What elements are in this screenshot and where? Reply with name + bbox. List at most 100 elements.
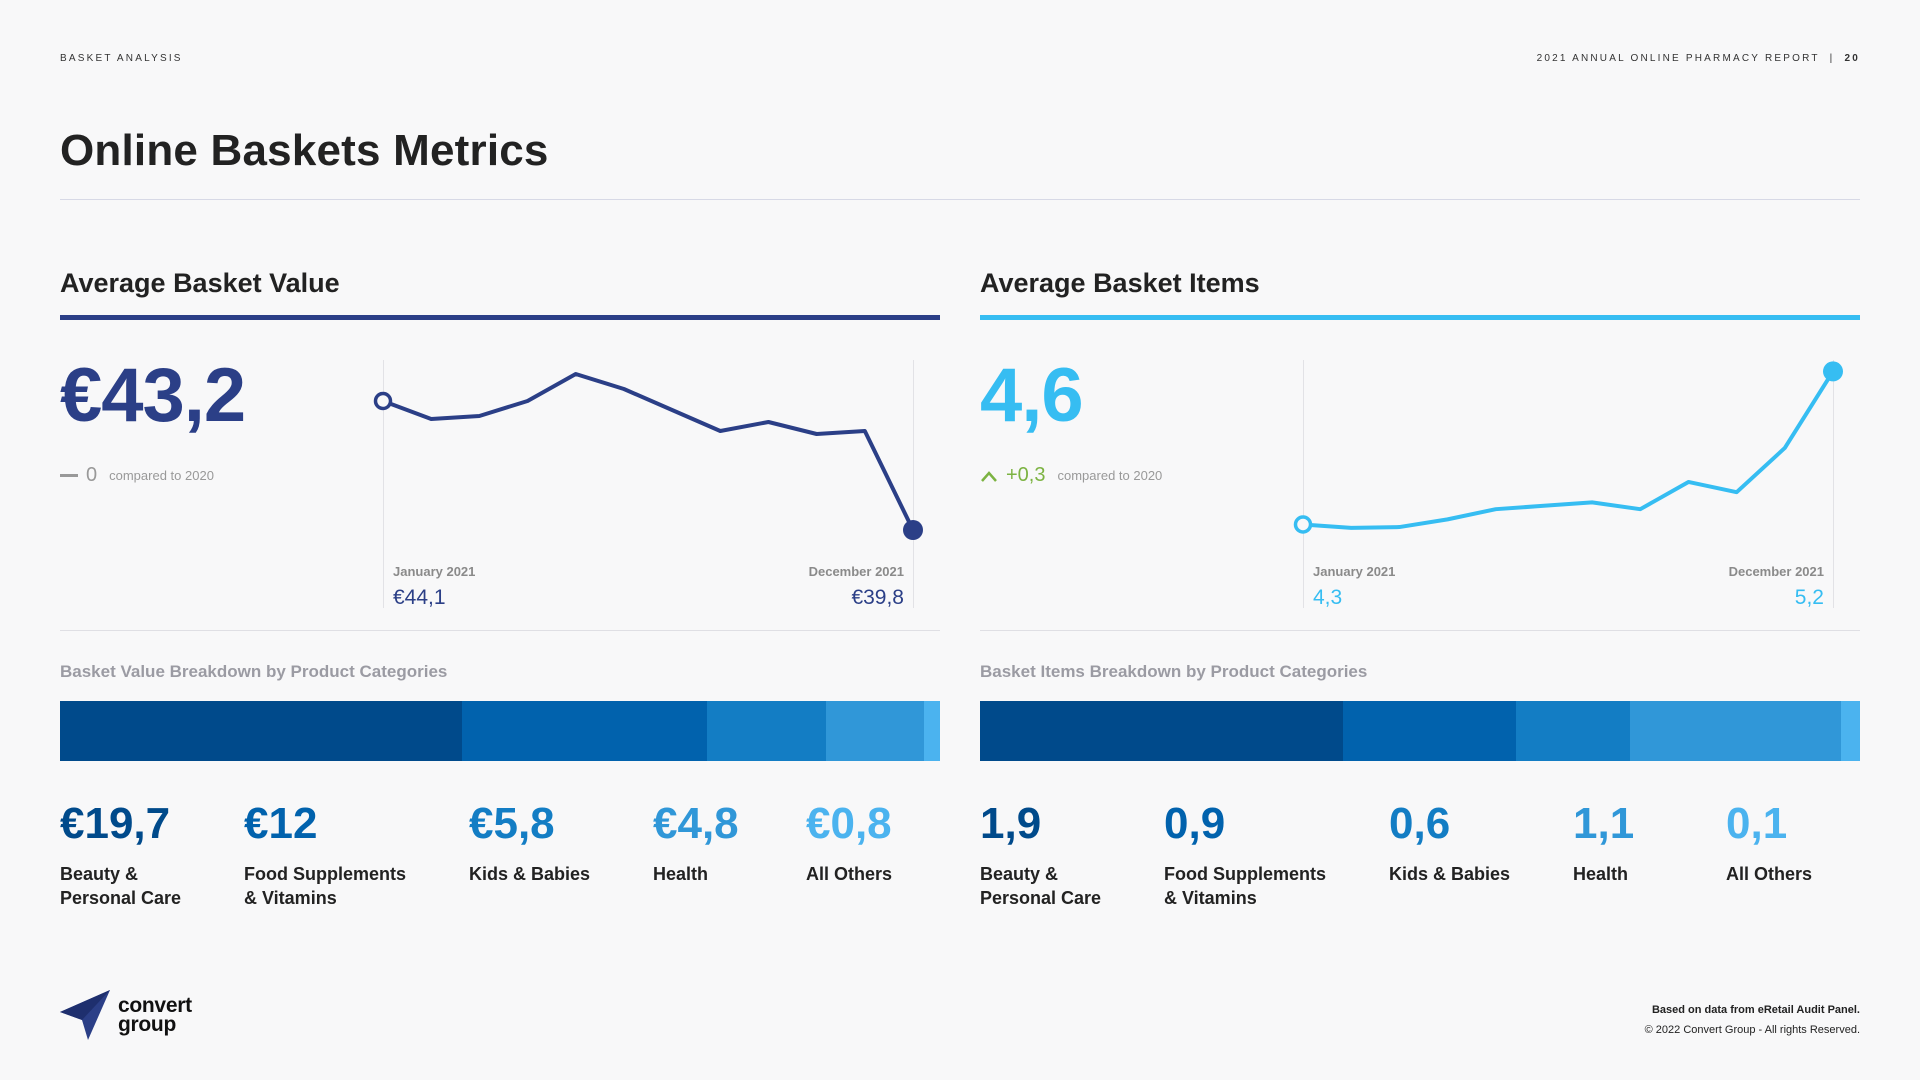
right-point-sep [1686,480,1690,484]
left-category-value: €19,7 [60,799,171,848]
left-point-apr [526,399,530,403]
right-start-point [1293,515,1313,534]
left-chart-start-rule [383,360,384,608]
left-point-jun [622,387,626,391]
left-category-label-line: Food Supplements [244,864,406,884]
right-comparison: +0,3 compared to 2020 [980,464,1162,487]
right-change-value: +0,3 [1006,464,1046,486]
right-point-mar [1397,525,1401,529]
right-start-value: 4,3 [1313,586,1343,609]
left-category-label-line: Health [653,864,709,884]
left-start-label: January 2021 [393,564,476,579]
left-bar-segment [825,701,924,761]
left-bar-segment [923,701,940,761]
page-title: Online Baskets Metrics [60,126,549,175]
right-category-label-line: All Others [1726,864,1813,884]
right-chart-end-rule [1833,360,1834,608]
left-category-label: All Others [806,862,892,886]
logo-text-line1: convert [118,994,192,1017]
right-category-label-line: Health [1573,864,1629,884]
left-stacked-bar [60,701,940,761]
left-start-value: €44,1 [393,586,446,609]
right-category-label-line: Kids & Babies [1389,864,1511,884]
title-divider [60,199,1860,200]
right-category-value: 1,1 [1573,799,1635,848]
report-title: 2021 ANNUAL ONLINE PHARMACY REPORT [1536,53,1820,64]
left-category-label-line: All Others [806,864,893,884]
right-point-may [1494,507,1498,511]
left-category-value: €12 [244,799,318,848]
header-separator: | [1829,53,1835,64]
right-breakdown-title: Basket Items Breakdown by Product Catego… [980,662,1368,681]
left-point-sep [766,420,770,424]
chevron-up-icon [981,470,997,482]
right-category-value: 0,1 [1726,799,1788,848]
left-category-label: Beauty & Personal Care [60,862,181,910]
left-end-value: €39,8 [851,586,904,609]
right-point-jun [1542,504,1546,508]
left-bar-segment [60,701,463,761]
left-category-value: €0,8 [806,799,892,848]
right-category-label-line: Personal Care [980,888,1102,908]
right-section-rule [980,315,1860,320]
left-compare-text: compared to 2020 [109,468,214,483]
left-chart-end-rule [913,360,914,608]
right-bar-segment [1343,701,1516,761]
right-category-label-line: Food Supplements [1164,864,1326,884]
left-mid-divider [60,630,940,631]
right-category-label: Beauty & Personal Care [980,862,1101,910]
left-category-value: €5,8 [469,799,555,848]
left-category-label-line: Personal Care [60,888,182,908]
logo-text-line2: group [118,1013,176,1036]
left-section-title: Average Basket Value [60,268,340,298]
left-kpi-value: €43,2 [60,353,246,438]
right-bar-segment [1515,701,1631,761]
right-category-label-line: & Vitamins [1164,888,1257,908]
right-category-value: 1,9 [980,799,1042,848]
logo-wordmark: convert group [118,994,192,1036]
right-point-nov [1783,446,1787,450]
right-chart-start-rule [1303,360,1304,608]
right-point-apr [1446,517,1450,521]
right-section-title: Average Basket Items [980,268,1260,298]
left-point-may [574,372,578,376]
left-bar-segment [707,701,826,761]
left-start-point [373,391,393,411]
left-line-chart [373,372,923,540]
right-category-value: 0,9 [1164,799,1226,848]
right-bar-segment [1630,701,1841,761]
left-point-nov [863,429,867,433]
left-category-label: Kids & Babies [469,862,590,886]
company-logo: convert group [60,988,192,1042]
left-point-mar [477,414,481,418]
page-number: 20 [1844,53,1860,64]
neutral-dash-icon [60,474,78,477]
left-point-jul [670,408,674,412]
right-end-label: December 2021 [1728,564,1824,579]
left-point-feb [429,417,433,421]
section-label: BASKET ANALYSIS [60,53,183,64]
left-category-label: Food Supplements & Vitamins [244,862,406,910]
right-compare-text: compared to 2020 [1057,468,1163,483]
right-stacked-bar [980,701,1860,761]
right-category-label: Health [1573,862,1628,886]
right-bar-segment [1840,701,1860,761]
right-category-value: 0,6 [1389,799,1451,848]
right-line-chart [1293,361,1843,534]
right-category-label: All Others [1726,862,1812,886]
left-category-label-line: Beauty & [60,864,139,884]
right-start-label: January 2021 [1313,564,1396,579]
left-end-label: December 2021 [808,564,904,579]
right-mid-divider [980,630,1860,631]
right-point-oct [1735,490,1739,494]
left-bar-segment [462,701,708,761]
left-breakdown-title: Basket Value Breakdown by Product Catego… [60,662,448,681]
right-point-feb [1349,526,1353,530]
left-section-rule [60,315,940,320]
left-end-point [903,520,923,540]
right-series-line [1302,370,1835,530]
right-end-value: 5,2 [1794,586,1824,609]
left-comparison: 0 compared to 2020 [60,464,214,487]
left-series-line [382,372,915,531]
right-end-point [1823,361,1843,382]
